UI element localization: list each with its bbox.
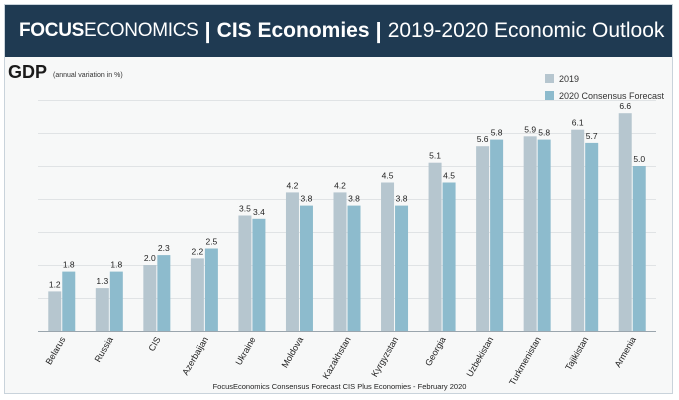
data-label-russia-2020: 1.8 [110, 260, 122, 270]
bar-uzbekistan-2020 [490, 139, 504, 331]
data-label-turkmenistan-2020: 5.8 [538, 128, 550, 138]
bar-kazakhstan-2019 [333, 192, 347, 331]
chart-title: GDP [8, 62, 48, 82]
bar-tajikistan-2020 [585, 142, 599, 331]
category-label-cis: CIS [146, 335, 162, 353]
data-label-belarus-2019: 1.2 [49, 279, 61, 289]
data-label-kazakhstan-2019: 4.2 [334, 180, 346, 190]
data-label-azerbaijan-2020: 2.5 [205, 237, 217, 247]
data-label-uzbekistan-2019: 5.6 [477, 134, 489, 144]
data-label-turkmenistan-2019: 5.9 [524, 124, 536, 134]
data-label-armenia-2020: 5.0 [633, 154, 645, 164]
category-label-tajikistan: Tajikistan [563, 335, 590, 372]
bar-moldova-2019 [285, 192, 299, 331]
data-label-azerbaijan-2019: 2.2 [191, 246, 203, 256]
header-separator-2: | [375, 18, 382, 43]
header-bar: FOCUS ECONOMICS | CIS Economies | 2019-2… [5, 5, 672, 57]
bar-russia-2019 [95, 288, 109, 331]
category-label-moldova: Moldova [280, 335, 306, 369]
bar-tajikistan-2019 [571, 129, 585, 331]
data-label-kyrgyzstan-2019: 4.5 [382, 171, 394, 181]
category-label-ukraine: Ukraine [233, 335, 257, 367]
bar-uzbekistan-2019 [476, 146, 490, 331]
footer-source: FocusEconomics Consensus Forecast CIS Pl… [212, 382, 467, 391]
data-label-kazakhstan-2020: 3.8 [348, 194, 360, 204]
legend-swatch-2019 [545, 74, 554, 83]
bar-armenia-2019 [618, 113, 632, 331]
bar-georgia-2020 [442, 182, 456, 331]
data-label-kyrgyzstan-2020: 3.8 [396, 194, 408, 204]
bar-azerbaijan-2019 [190, 258, 204, 331]
bar-ukraine-2020 [252, 218, 266, 331]
bar-cis-2019 [143, 265, 157, 331]
data-label-cis-2019: 2.0 [144, 253, 156, 263]
legend-item-2019: 2019 [545, 70, 664, 87]
bar-kazakhstan-2020 [347, 205, 361, 331]
legend-label-2019: 2019 [559, 73, 580, 84]
bar-moldova-2020 [299, 205, 313, 331]
bar-cis-2020 [157, 255, 171, 331]
bar-ukraine-2019 [238, 215, 252, 331]
bar-azerbaijan-2020 [204, 248, 218, 331]
brand-bold: FOCUS [19, 20, 85, 41]
bar-turkmenistan-2019 [523, 136, 537, 331]
bar-georgia-2019 [428, 162, 442, 331]
data-label-ukraine-2019: 3.5 [239, 204, 251, 214]
bar-turkmenistan-2020 [537, 139, 551, 331]
data-label-tajikistan-2020: 5.7 [586, 131, 598, 141]
header-separator-1: | [204, 18, 211, 43]
legend-item-2020: 2020 Consensus Forecast [545, 87, 664, 104]
category-label-belarus: Belarus [44, 335, 68, 367]
legend-swatch-2020 [545, 91, 554, 100]
bar-kyrgyzstan-2020 [395, 205, 409, 331]
chart-subtitle: (annual variation in %) [53, 72, 123, 79]
category-label-kazakhstan: Kazakhstan [321, 335, 353, 381]
region-title: CIS Economies [216, 19, 370, 42]
bar-armenia-2020 [632, 166, 646, 331]
data-label-tajikistan-2019: 6.1 [572, 118, 584, 128]
bar-belarus-2019 [48, 291, 62, 331]
data-label-belarus-2020: 1.8 [63, 260, 75, 270]
data-label-ukraine-2020: 3.4 [253, 207, 265, 217]
category-label-turkmenistan: Turkmenistan [507, 335, 543, 387]
category-label-georgia: Georgia [423, 335, 448, 368]
data-label-georgia-2019: 5.1 [429, 151, 441, 161]
legend-label-2020: 2020 Consensus Forecast [559, 90, 665, 101]
legend: 2019 2020 Consensus Forecast [545, 70, 664, 104]
bar-russia-2020 [109, 271, 123, 331]
data-label-georgia-2020: 4.5 [443, 171, 455, 181]
category-label-uzbekistan: Uzbekistan [464, 335, 495, 379]
brand-light: ECONOMICS [84, 20, 199, 41]
category-label-armenia: Armenia [613, 335, 638, 369]
outlook-title: 2019-2020 Economic Outlook [387, 19, 665, 42]
bar-kyrgyzstan-2019 [381, 182, 395, 331]
category-label-azerbaijan: Azerbaijan [180, 335, 210, 377]
data-label-cis-2020: 2.3 [158, 243, 170, 253]
data-label-armenia-2019: 6.6 [619, 101, 631, 111]
category-label-kyrgyzstan: Kyrgyzstan [369, 335, 400, 379]
category-label-russia: Russia [93, 335, 115, 364]
bar-belarus-2020 [62, 271, 76, 331]
data-label-moldova-2020: 3.8 [301, 194, 313, 204]
data-label-moldova-2019: 4.2 [287, 180, 299, 190]
data-label-russia-2019: 1.3 [96, 276, 108, 286]
data-label-uzbekistan-2020: 5.8 [491, 128, 503, 138]
